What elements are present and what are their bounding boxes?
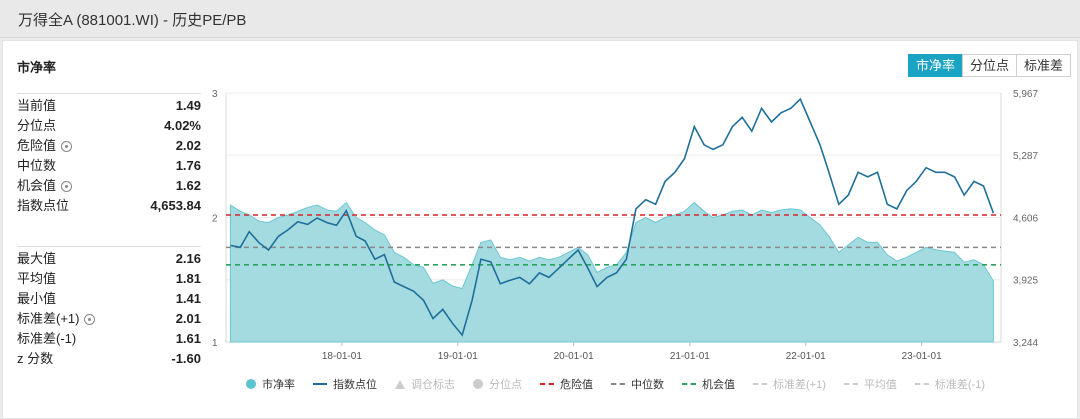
tab-0[interactable]: 市净率 xyxy=(908,54,964,77)
y-tick-left: 1 xyxy=(212,338,218,349)
stat-value: 1.49 xyxy=(175,98,201,113)
legend-marker-icon xyxy=(914,383,929,385)
stat-label: 分位点 xyxy=(17,118,57,133)
legend-item[interactable]: 指数点位 xyxy=(313,376,377,392)
x-tick-label: 20-01-01 xyxy=(554,351,594,362)
legend-label: 标准差(-1) xyxy=(934,379,985,391)
y-tick-right: 4,606 xyxy=(1013,213,1038,224)
y-tick-right: 5,287 xyxy=(1013,151,1038,162)
window-titlebar: 万得全A (881001.WI) - 历史PE/PB xyxy=(0,0,1080,38)
stat-row: 当前值 1.49 xyxy=(17,96,201,116)
stat-label: z 分数 xyxy=(17,351,54,366)
legend-label: 危险值 xyxy=(560,379,593,391)
stat-label: 标准差(-1) xyxy=(17,331,77,346)
stat-row: z 分数 -1.60 xyxy=(17,349,201,369)
legend-item[interactable]: 中位数 xyxy=(611,376,664,392)
legend-marker-icon xyxy=(753,383,767,385)
stat-value: 2.16 xyxy=(175,251,201,266)
stat-label: 最小值 xyxy=(17,291,57,306)
chart-legend: 市净率 指数点位 调仓标志 分位点 危险值 中位数 机会值 标准差(+1) 平均值 标准差(-1) xyxy=(246,376,1003,392)
x-tick-label: 23-01-01 xyxy=(902,351,942,362)
series-index-line xyxy=(230,97,995,337)
stat-value: 1.62 xyxy=(175,178,201,193)
stat-row: 标准差(+1) 2.01 xyxy=(17,309,201,329)
tab-1[interactable]: 分位点 xyxy=(962,54,1018,77)
y-tick-right: 3,244 xyxy=(1013,338,1038,349)
stat-row: 标准差(-1) 1.61 xyxy=(17,329,201,349)
legend-label: 标准差(+1) xyxy=(773,379,826,391)
stat-value: -1.60 xyxy=(171,351,201,366)
x-tick-label: 18-01-01 xyxy=(322,351,362,362)
stat-label: 最大值 xyxy=(17,251,57,266)
legend-item[interactable]: 市净率 xyxy=(246,376,295,392)
legend-item[interactable]: 机会值 xyxy=(682,376,735,392)
stat-value: 1.76 xyxy=(175,158,201,173)
stat-value: 2.01 xyxy=(175,311,201,326)
legend-marker-icon xyxy=(843,383,858,385)
legend-marker-icon xyxy=(395,379,405,389)
gear-icon[interactable] xyxy=(84,313,96,325)
stat-row: 最小值 1.41 xyxy=(17,289,201,309)
x-tick-label: 21-01-01 xyxy=(670,351,710,362)
legend-marker-icon xyxy=(313,383,327,385)
stats-history: 最大值 2.16 平均值 1.81 最小值 1.41 标准差(+1) 2.01 标准差(-1) 1… xyxy=(17,246,201,369)
legend-marker-icon xyxy=(473,379,483,389)
legend-label: 调仓标志 xyxy=(411,379,455,391)
legend-marker-icon xyxy=(246,379,256,389)
stat-label: 指数点位 xyxy=(17,198,70,213)
legend-marker-icon xyxy=(682,383,696,385)
legend-item[interactable]: 标准差(+1) xyxy=(753,376,826,392)
legend-item[interactable]: 平均值 xyxy=(843,376,897,392)
panel-title: 市净率 xyxy=(17,60,57,75)
legend-item[interactable]: 分位点 xyxy=(473,376,522,392)
legend-item[interactable]: 标准差(-1) xyxy=(914,376,985,392)
stat-row: 危险值 2.02 xyxy=(17,136,201,156)
stat-row: 分位点 4.02% xyxy=(17,116,201,136)
window-title: 万得全A (881001.WI) - 历史PE/PB xyxy=(18,12,247,29)
stat-label: 危险值 xyxy=(17,136,73,156)
stats-current: 当前值 1.49 分位点 4.02% 危险值 2.02 中位数 1.76 机会值 1.62 指数点位… xyxy=(17,93,201,216)
stat-value: 1.61 xyxy=(175,331,201,346)
stat-row: 平均值 1.81 xyxy=(17,269,201,289)
legend-label: 指数点位 xyxy=(333,379,377,391)
stat-label: 当前值 xyxy=(17,98,57,113)
gear-icon[interactable] xyxy=(61,180,73,192)
stat-value: 2.02 xyxy=(175,138,201,153)
stat-row: 机会值 1.62 xyxy=(17,176,201,196)
legend-marker-icon xyxy=(540,383,554,385)
legend-item[interactable]: 危险值 xyxy=(540,376,593,392)
x-tick-label: 22-01-01 xyxy=(786,351,826,362)
legend-label: 中位数 xyxy=(631,379,664,391)
x-tick-label: 19-01-01 xyxy=(438,351,478,362)
legend-label: 市净率 xyxy=(262,379,295,391)
stat-label: 标准差(+1) xyxy=(17,309,96,329)
y-tick-left: 3 xyxy=(212,89,218,100)
stat-label: 中位数 xyxy=(17,158,57,173)
legend-marker-icon xyxy=(611,383,625,385)
metric-tabs: 市净率 分位点 标准差 xyxy=(908,54,1072,77)
chart-panel: 市净率 市净率 分位点 标准差 当前值 1.49 分位点 4.02% 危险值 2.02 中位数 1… xyxy=(2,40,1078,419)
y-tick-right: 5,967 xyxy=(1013,89,1038,100)
series-pb-area xyxy=(229,201,994,343)
legend-label: 机会值 xyxy=(702,379,735,391)
stat-label: 平均值 xyxy=(17,271,57,286)
stat-value: 4,653.84 xyxy=(150,198,201,213)
legend-label: 分位点 xyxy=(489,379,522,391)
y-tick-right: 3,925 xyxy=(1013,276,1038,287)
stat-value: 4.02% xyxy=(164,118,201,133)
stat-value: 1.41 xyxy=(175,291,201,306)
stat-row: 指数点位 4,653.84 xyxy=(17,196,201,216)
legend-label: 平均值 xyxy=(863,379,897,391)
stat-row: 最大值 2.16 xyxy=(17,249,201,269)
tab-2[interactable]: 标准差 xyxy=(1016,54,1072,77)
gear-icon[interactable] xyxy=(61,140,73,152)
legend-item[interactable]: 调仓标志 xyxy=(395,376,455,392)
stat-row: 中位数 1.76 xyxy=(17,156,201,176)
stat-label: 机会值 xyxy=(17,176,73,196)
stat-value: 1.81 xyxy=(175,271,201,286)
y-tick-left: 2 xyxy=(212,214,218,225)
